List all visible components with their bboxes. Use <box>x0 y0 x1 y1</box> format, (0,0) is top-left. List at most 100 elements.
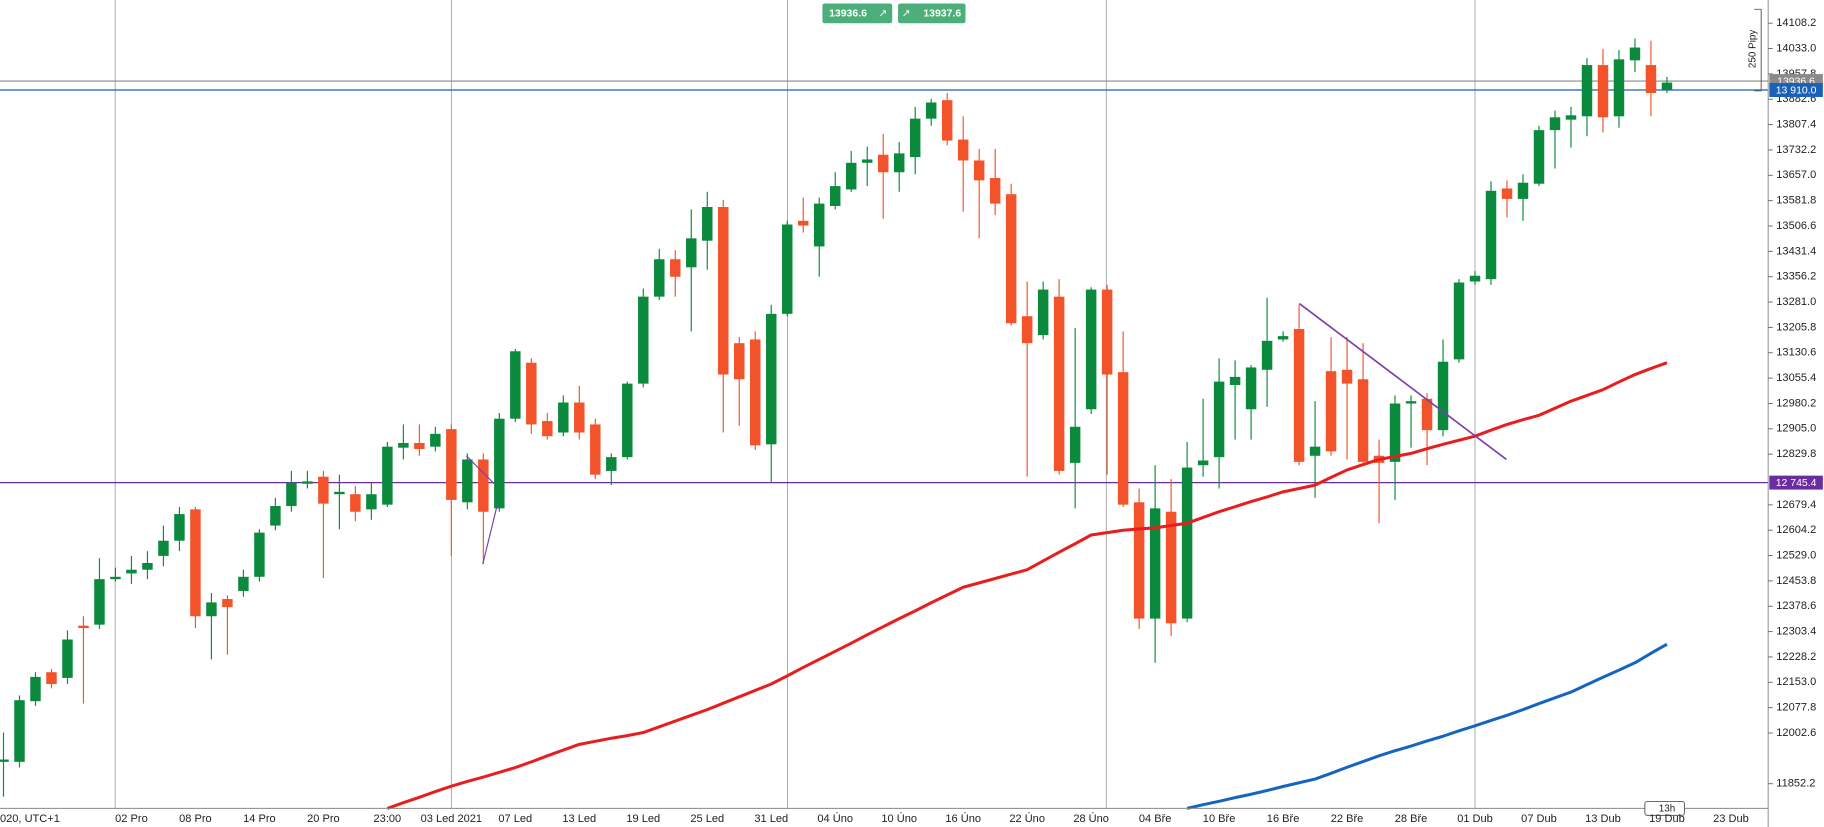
y-tick-label: 13506.6 <box>1776 220 1816 232</box>
candle-body <box>1053 296 1065 471</box>
y-tick-label: 13732.2 <box>1776 144 1816 156</box>
sell-price[interactable]: 13936.6 <box>829 9 867 20</box>
y-tick-label: 12604.2 <box>1776 524 1816 536</box>
x-tick-label: 10 Úno <box>881 812 917 825</box>
x-tick-label: 19 Led <box>626 813 660 825</box>
candle-body <box>1165 511 1177 624</box>
candle-body <box>1581 65 1593 117</box>
candle-body <box>941 100 953 141</box>
timeframe-label: 13h <box>1659 804 1675 815</box>
candle-body <box>318 476 329 504</box>
candle-body <box>1389 403 1401 462</box>
candle-body <box>110 576 121 580</box>
candle-body <box>686 238 697 268</box>
x-tick-label: 020, UTC+1 <box>0 813 60 825</box>
x-tick-label: 28 Úno <box>1073 812 1109 825</box>
candle-body <box>1613 59 1625 117</box>
candle-body <box>925 102 937 119</box>
candle-body <box>798 220 809 226</box>
y-tick-label: 13657.0 <box>1776 169 1816 181</box>
price-label-box <box>1769 475 1823 490</box>
moving-average <box>1186 642 1668 810</box>
candle-body <box>78 625 89 629</box>
x-tick-label: 03 Led 2021 <box>421 813 482 825</box>
candle-body <box>1661 82 1673 90</box>
candle-body <box>190 509 201 617</box>
y-tick-label: 12228.2 <box>1776 651 1816 663</box>
y-tick-label: 14033.0 <box>1776 42 1816 54</box>
candle-body <box>877 154 889 173</box>
y-tick-label: 12303.4 <box>1776 626 1816 638</box>
y-tick-label: 13581.8 <box>1776 195 1816 207</box>
y-tick-label: 13957.8 <box>1776 68 1816 80</box>
x-tick-label: 07 Led <box>498 813 532 825</box>
candle-body <box>1117 372 1129 505</box>
candle-body <box>30 676 41 702</box>
trend-line <box>482 502 499 565</box>
plot-area <box>0 38 1769 810</box>
candle-body <box>606 457 617 471</box>
pip-label: 250 Pipy <box>1748 30 1759 68</box>
buy-icon[interactable]: ↗ <box>902 9 911 20</box>
candle-body <box>14 700 25 762</box>
x-tick-label: 04 Úno <box>817 812 853 825</box>
buy-price[interactable]: 13937.6 <box>923 9 961 20</box>
candle-body <box>62 639 73 678</box>
y-tick-label: 12453.8 <box>1776 575 1816 587</box>
y-tick-label: 13882.6 <box>1776 93 1816 105</box>
candle-body <box>893 153 905 173</box>
candle-body <box>1069 426 1081 463</box>
candle-body <box>1357 379 1369 462</box>
candle-body <box>1293 329 1305 462</box>
buy-button[interactable] <box>898 3 966 24</box>
candle-body <box>861 159 873 163</box>
candle-body <box>494 418 505 509</box>
candle-body <box>766 313 777 445</box>
candle-body <box>542 421 553 437</box>
candle-body <box>462 459 473 503</box>
y-tick-label: 13130.6 <box>1776 347 1816 359</box>
price-label-box <box>1769 83 1823 97</box>
candle-body <box>1533 130 1545 184</box>
x-tick-label: 13 Dub <box>1585 813 1621 825</box>
candle-body <box>382 446 393 505</box>
x-tick-label: 14 Pro <box>243 813 276 825</box>
candle-body <box>126 569 137 574</box>
x-tick-label: 16 Úno <box>945 812 981 825</box>
candle-body <box>1261 340 1273 370</box>
candle-body <box>510 351 521 419</box>
candle-body <box>1549 117 1561 131</box>
candle-body <box>142 562 153 570</box>
candle-body <box>973 160 985 181</box>
x-tick-label: 23:00 <box>374 813 402 825</box>
candle-body <box>430 433 441 447</box>
candle-body <box>1405 401 1417 404</box>
candle-body <box>254 532 265 577</box>
candle-body <box>1197 460 1209 466</box>
x-tick-label: 20 Pro <box>307 813 340 825</box>
candle-body <box>1565 115 1577 120</box>
sell-button[interactable] <box>822 3 893 24</box>
candle-body <box>909 118 921 158</box>
candle-body <box>1437 361 1449 431</box>
candle-body <box>574 402 585 433</box>
candle-body <box>702 206 713 241</box>
candle-body <box>446 429 457 500</box>
candle-body <box>0 759 9 762</box>
candle-body <box>782 224 793 314</box>
candle-body <box>845 162 857 190</box>
x-tick-label: 10 Bře <box>1203 813 1236 825</box>
price-label: 13936.6 <box>1777 76 1815 87</box>
x-tick-label: 01 Dub <box>1457 813 1493 825</box>
candle-body <box>1597 65 1609 118</box>
candle-body <box>46 672 57 684</box>
candle-body <box>1181 467 1193 619</box>
sell-icon[interactable]: ↗ <box>879 9 888 20</box>
candle-body <box>622 383 633 458</box>
moving-average <box>386 361 1668 810</box>
y-tick-label: 13807.4 <box>1776 119 1816 131</box>
candle-body <box>750 339 761 446</box>
candle-body <box>94 579 105 625</box>
y-tick-label: 12905.0 <box>1776 423 1816 435</box>
y-tick-label: 13281.0 <box>1776 296 1816 308</box>
